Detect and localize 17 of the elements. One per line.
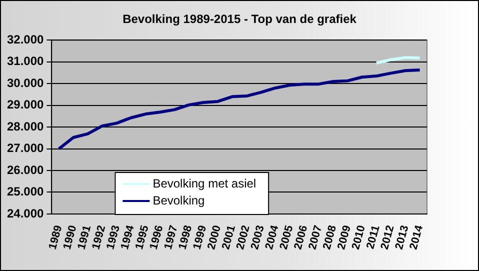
y-tick-label: 25.000 [7,184,44,199]
y-tick-label: 29.000 [7,98,44,112]
x-tick-label: 1989 [46,224,65,251]
legend-label: Bevolking met asiel [152,176,256,190]
y-tick-label: 31.000 [7,54,44,68]
legend-label: Bevolking [152,193,205,208]
y-tick-label: 27.000 [7,141,44,156]
y-tick-label: 26.000 [7,162,44,177]
y-tick-label: 24.000 [7,206,44,220]
x-tick-label: 1993 [104,224,122,251]
y-tick-label: 28.000 [7,119,44,134]
y-tick-label: 30.000 [7,76,44,90]
x-tick-label: 2008 [321,224,339,251]
y-tick-label: 32.000 [7,32,44,47]
x-tick-label: 2010 [350,224,368,251]
x-tick-label: 2014 [408,223,426,251]
chart-title: Bevolking 1989-2015 - Top van de grafiek [122,12,358,26]
